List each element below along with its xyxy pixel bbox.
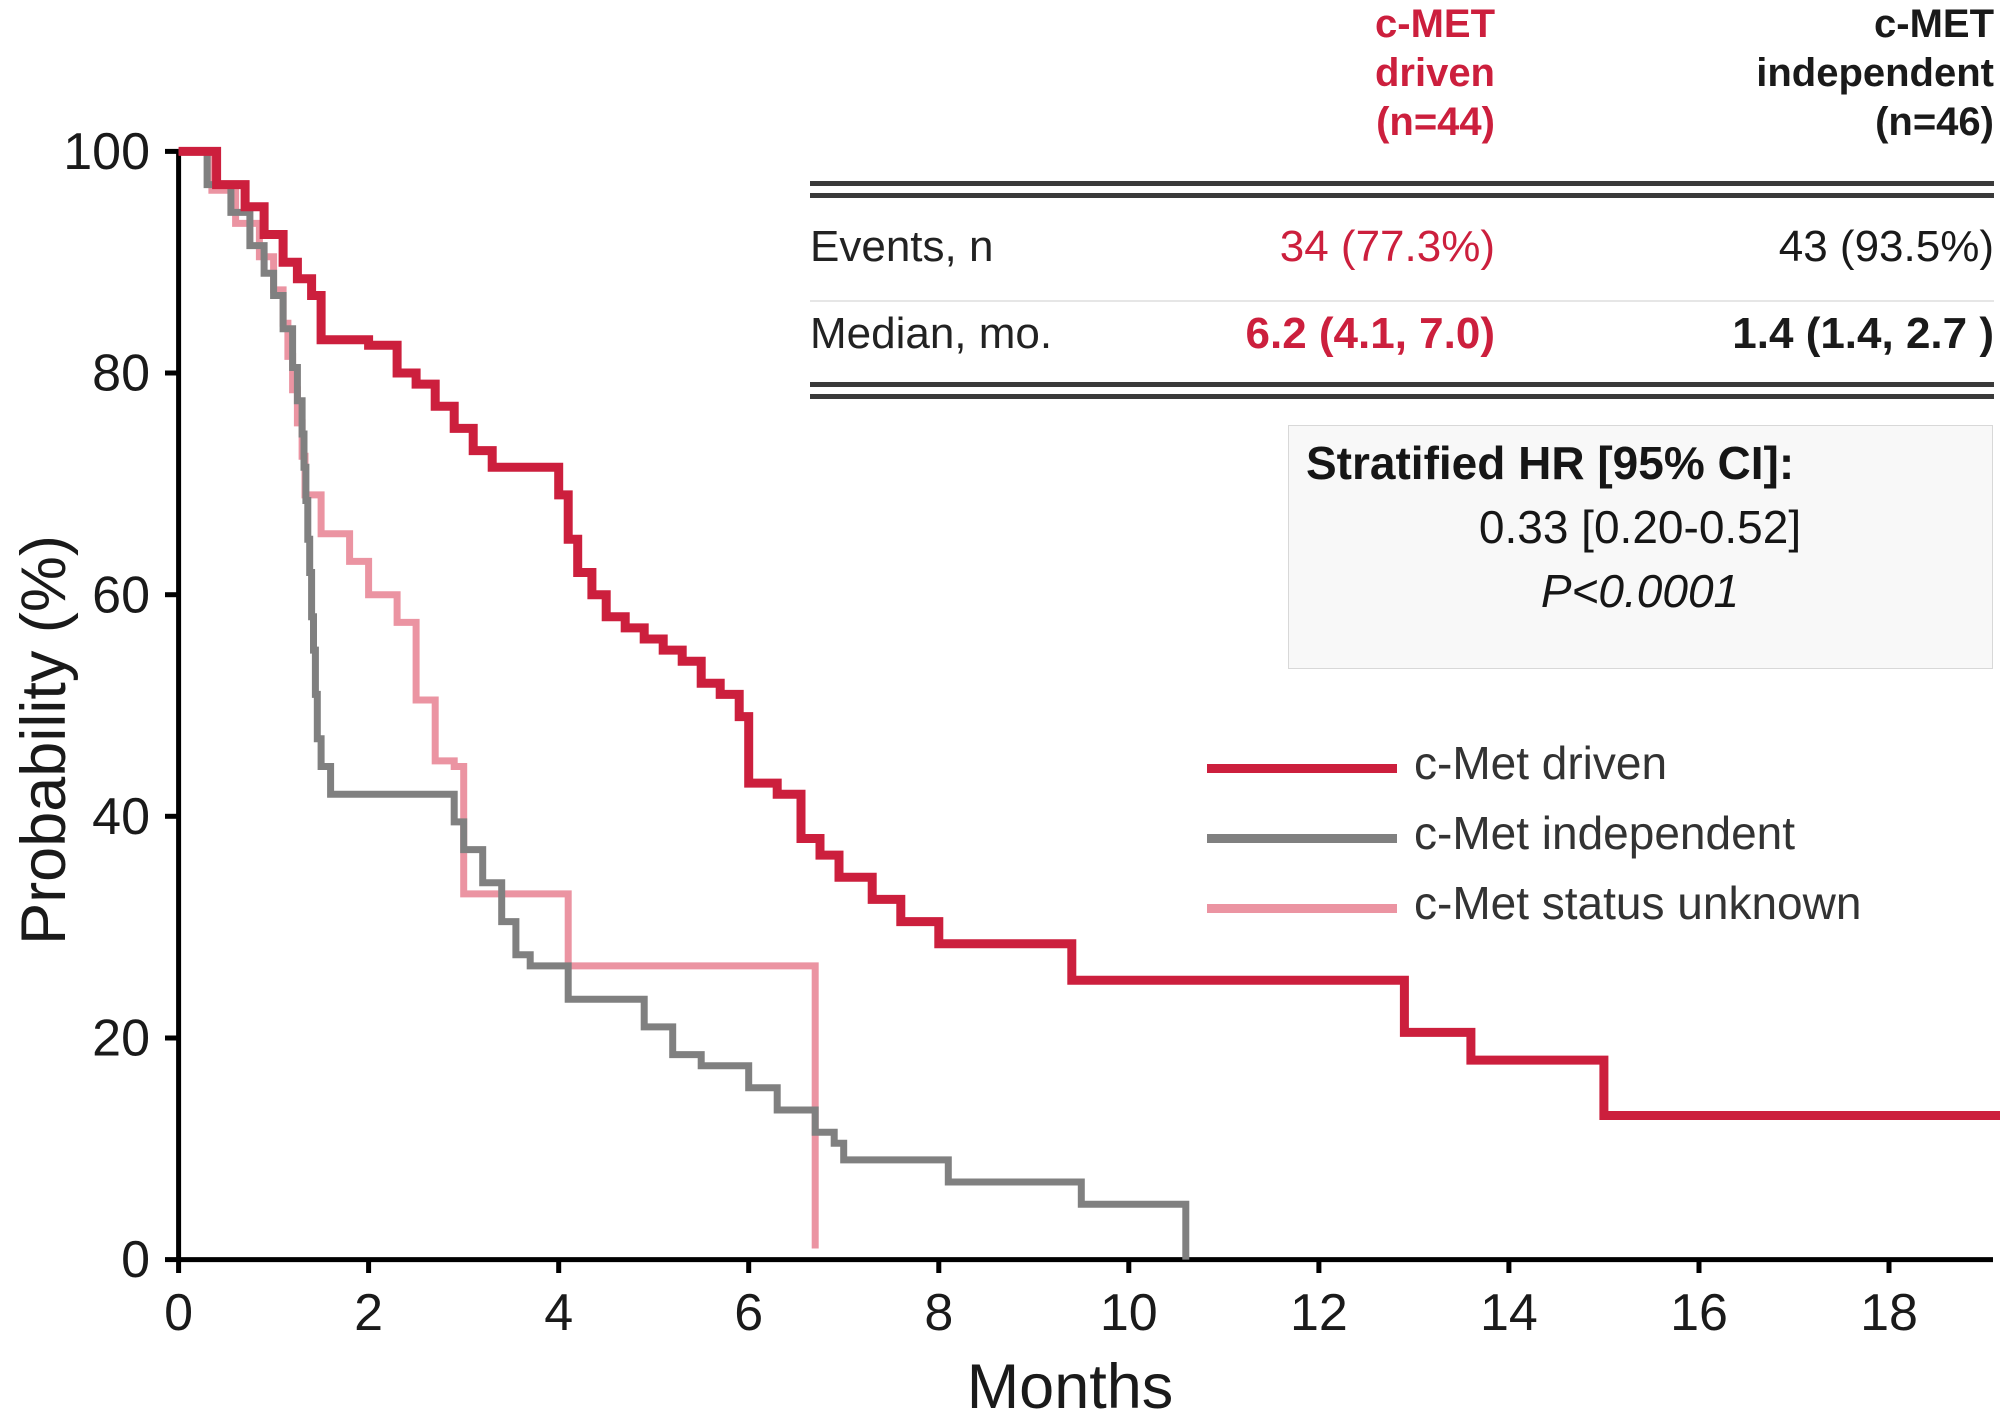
svg-text:14: 14 bbox=[1480, 1284, 1538, 1342]
svg-text:Probability (%): Probability (%) bbox=[9, 535, 79, 945]
svg-text:18: 18 bbox=[1860, 1284, 1918, 1342]
svg-text:4: 4 bbox=[544, 1284, 573, 1342]
svg-text:20: 20 bbox=[92, 1010, 150, 1068]
svg-text:80: 80 bbox=[92, 345, 150, 403]
svg-text:12: 12 bbox=[1290, 1284, 1348, 1342]
svg-text:2: 2 bbox=[354, 1284, 383, 1342]
svg-text:0: 0 bbox=[164, 1284, 193, 1342]
svg-text:40: 40 bbox=[92, 788, 150, 846]
svg-text:10: 10 bbox=[1100, 1284, 1158, 1342]
svg-text:6: 6 bbox=[734, 1284, 763, 1342]
svg-text:16: 16 bbox=[1670, 1284, 1728, 1342]
svg-text:Months: Months bbox=[967, 1352, 1174, 1417]
svg-text:60: 60 bbox=[92, 566, 150, 624]
svg-text:100: 100 bbox=[63, 123, 150, 181]
svg-text:0: 0 bbox=[121, 1231, 150, 1289]
svg-text:8: 8 bbox=[924, 1284, 953, 1342]
